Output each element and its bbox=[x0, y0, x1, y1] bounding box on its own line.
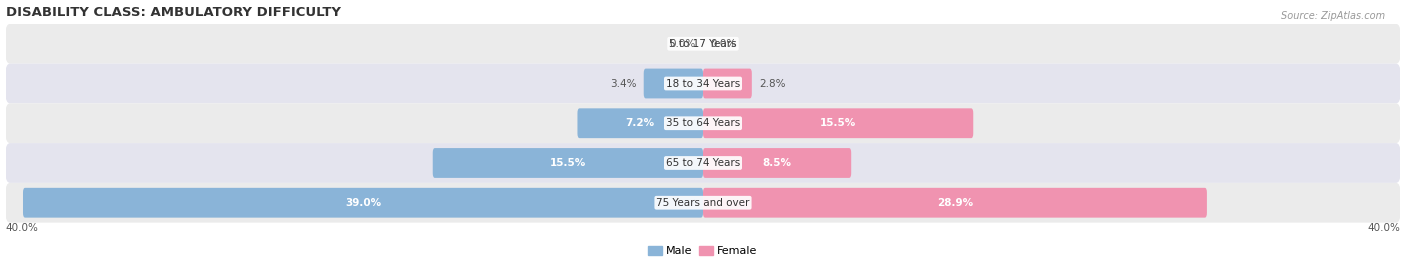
Text: 18 to 34 Years: 18 to 34 Years bbox=[666, 79, 740, 88]
Text: 5 to 17 Years: 5 to 17 Years bbox=[669, 39, 737, 49]
Text: 0.0%: 0.0% bbox=[669, 39, 696, 49]
Text: 28.9%: 28.9% bbox=[936, 198, 973, 208]
Text: DISABILITY CLASS: AMBULATORY DIFFICULTY: DISABILITY CLASS: AMBULATORY DIFFICULTY bbox=[6, 6, 340, 18]
Text: 35 to 64 Years: 35 to 64 Years bbox=[666, 118, 740, 128]
Text: 2.8%: 2.8% bbox=[759, 79, 786, 88]
Text: 0.0%: 0.0% bbox=[710, 39, 737, 49]
FancyBboxPatch shape bbox=[703, 108, 973, 138]
FancyBboxPatch shape bbox=[6, 24, 1400, 64]
FancyBboxPatch shape bbox=[22, 188, 703, 218]
FancyBboxPatch shape bbox=[644, 69, 703, 98]
FancyBboxPatch shape bbox=[6, 183, 1400, 223]
FancyBboxPatch shape bbox=[6, 103, 1400, 143]
Legend: Male, Female: Male, Female bbox=[644, 241, 762, 261]
Text: Source: ZipAtlas.com: Source: ZipAtlas.com bbox=[1281, 11, 1385, 21]
Text: 65 to 74 Years: 65 to 74 Years bbox=[666, 158, 740, 168]
FancyBboxPatch shape bbox=[703, 188, 1206, 218]
FancyBboxPatch shape bbox=[703, 148, 851, 178]
FancyBboxPatch shape bbox=[6, 64, 1400, 103]
Text: 7.2%: 7.2% bbox=[626, 118, 655, 128]
FancyBboxPatch shape bbox=[6, 143, 1400, 183]
FancyBboxPatch shape bbox=[578, 108, 703, 138]
FancyBboxPatch shape bbox=[703, 69, 752, 98]
Text: 15.5%: 15.5% bbox=[820, 118, 856, 128]
Text: 75 Years and over: 75 Years and over bbox=[657, 198, 749, 208]
Text: 40.0%: 40.0% bbox=[6, 223, 38, 233]
Text: 3.4%: 3.4% bbox=[610, 79, 637, 88]
Text: 8.5%: 8.5% bbox=[762, 158, 792, 168]
FancyBboxPatch shape bbox=[433, 148, 703, 178]
Text: 39.0%: 39.0% bbox=[344, 198, 381, 208]
Text: 15.5%: 15.5% bbox=[550, 158, 586, 168]
Text: 40.0%: 40.0% bbox=[1368, 223, 1400, 233]
